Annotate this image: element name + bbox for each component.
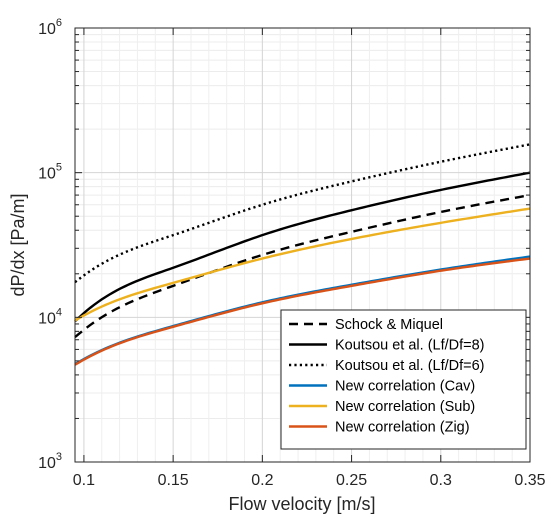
plot-border: [74, 27, 531, 463]
y-tick-label: 106: [38, 17, 62, 38]
legend: Schock & Miquel Koutsou et al. (Lf/Df=8) K…: [280, 309, 527, 450]
x-tick-label: 0.1: [73, 472, 95, 489]
y-tick-base: 10: [38, 21, 56, 38]
legend-label: New correlation (Sub): [335, 399, 475, 415]
series-line: [74, 193, 531, 339]
x-axis-label: Flow velocity [m/s]: [228, 494, 375, 514]
y-tick-label: 103: [38, 451, 62, 472]
y-tick-exponent: 3: [56, 451, 62, 463]
x-tick-label: 0.2: [251, 472, 273, 489]
y-tick-base: 10: [38, 166, 56, 183]
legend-label: New correlation (Zig): [335, 420, 470, 436]
y-tick-exponent: 5: [56, 162, 62, 174]
y-tick-label: 104: [38, 306, 62, 327]
x-tick-label: 0.15: [158, 472, 189, 489]
series-line: [74, 171, 531, 323]
legend-label: Schock & Miquel: [335, 317, 443, 333]
x-tick-label: 0.35: [514, 472, 545, 489]
legend-label: Koutsou et al. (Lf/Df=8): [335, 338, 485, 354]
series-line: [74, 257, 531, 366]
series-line: [74, 143, 531, 284]
series-group: [74, 143, 531, 366]
legend-label: New correlation (Cav): [335, 379, 475, 395]
y-tick-base: 10: [38, 455, 56, 472]
y-tick-label: 105: [38, 162, 62, 183]
y-tick-exponent: 6: [56, 17, 62, 29]
x-tick-label: 0.3: [430, 472, 452, 489]
y-tick-exponent: 4: [56, 306, 62, 318]
x-tick-label: 0.25: [336, 472, 367, 489]
y-axis-label: dP/dx [Pa/m]: [8, 193, 28, 296]
series-line: [74, 207, 531, 322]
y-tick-base: 10: [38, 310, 56, 327]
legend-label: Koutsou et al. (Lf/Df=6): [335, 358, 485, 374]
